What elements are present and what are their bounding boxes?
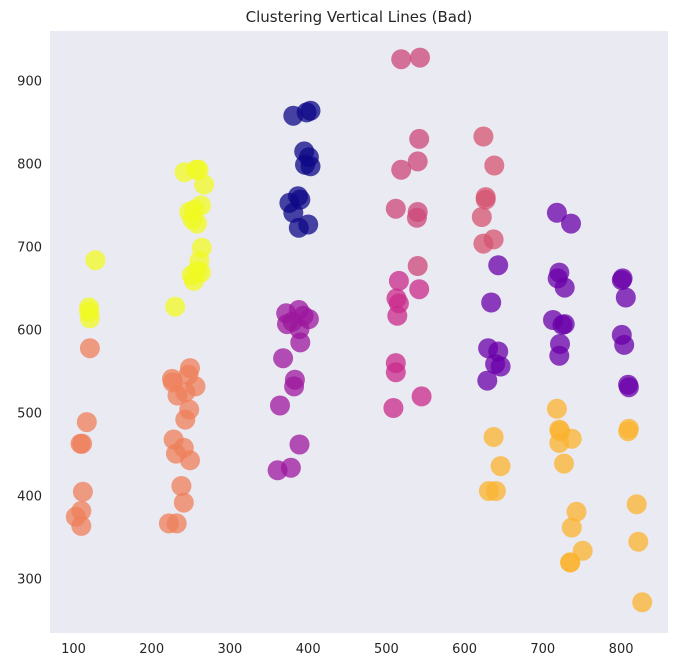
data-point (183, 270, 204, 291)
data-point (85, 250, 106, 271)
data-point (407, 256, 428, 276)
data-point (488, 341, 509, 362)
data-point (171, 476, 192, 496)
data-point (283, 202, 304, 223)
y-tick-label: 600 (17, 323, 42, 338)
data-point (490, 456, 511, 477)
data-point (298, 214, 319, 235)
data-point (618, 421, 639, 442)
data-point (618, 377, 639, 398)
data-point (182, 209, 203, 230)
data-point (484, 155, 505, 176)
data-point (289, 434, 310, 455)
y-tick-label: 500 (17, 407, 42, 422)
data-point (391, 49, 412, 70)
data-point (561, 213, 581, 234)
plot-area (50, 31, 668, 633)
data-point (406, 207, 427, 228)
data-point (296, 102, 317, 123)
data-point (410, 47, 430, 68)
x-tick-label: 600 (452, 642, 477, 657)
data-point (388, 270, 409, 291)
data-point (554, 453, 574, 474)
data-point (270, 395, 290, 416)
data-point (72, 433, 93, 454)
data-point (632, 592, 653, 613)
data-point (473, 126, 494, 147)
data-point (79, 308, 100, 329)
data-point (385, 198, 406, 219)
data-point (475, 189, 496, 210)
x-tick-label: 500 (374, 642, 399, 657)
data-point (165, 443, 186, 464)
data-point (407, 151, 428, 172)
y-tick-label: 700 (17, 240, 42, 255)
data-point (561, 428, 582, 449)
data-point (483, 427, 504, 447)
x-tick-label: 700 (530, 642, 555, 657)
data-point (72, 481, 93, 502)
data-point (165, 296, 186, 317)
data-point (175, 409, 196, 430)
data-point (387, 305, 408, 326)
x-tick-label: 100 (61, 642, 86, 657)
x-tick-label: 200 (139, 642, 164, 657)
data-point (546, 202, 567, 223)
data-point (628, 531, 649, 552)
data-point (614, 334, 635, 355)
data-point (71, 515, 92, 536)
data-point (626, 494, 647, 515)
data-point (560, 552, 581, 573)
data-point (383, 398, 404, 418)
x-axis-ticks: 100 200 300 400 500 600 700 800 (61, 642, 633, 657)
data-points (65, 47, 653, 613)
data-point (173, 492, 194, 513)
data-point (290, 332, 311, 353)
data-point (194, 174, 215, 195)
data-point (385, 362, 406, 383)
chart-title: Clustering Vertical Lines (Bad) (246, 8, 473, 26)
y-tick-label: 300 (17, 573, 42, 588)
data-point (79, 338, 100, 359)
data-point (267, 460, 288, 481)
data-point (162, 368, 182, 389)
data-point (473, 233, 494, 254)
data-point (409, 279, 430, 300)
data-point (300, 156, 321, 177)
data-point (549, 345, 570, 366)
data-point (554, 314, 575, 335)
data-point (409, 128, 430, 149)
data-point (411, 386, 432, 407)
data-point (391, 159, 412, 180)
data-point (611, 270, 632, 291)
data-point (546, 398, 567, 419)
y-tick-label: 900 (17, 74, 42, 89)
data-point (191, 237, 212, 258)
data-point (481, 292, 502, 313)
data-point (488, 255, 509, 276)
y-tick-label: 800 (17, 157, 42, 172)
data-point (284, 376, 305, 397)
data-point (158, 513, 179, 534)
data-point (485, 481, 506, 501)
data-point (477, 370, 498, 391)
data-point (615, 287, 636, 308)
data-point (490, 356, 511, 377)
y-axis-ticks: 300 400 500 600 700 800 900 (17, 74, 42, 587)
data-point (471, 207, 492, 227)
data-point (561, 517, 582, 538)
data-point (554, 277, 575, 298)
x-tick-label: 800 (609, 642, 634, 657)
data-point (273, 348, 294, 369)
data-point (167, 385, 188, 406)
data-point (566, 501, 587, 522)
y-tick-label: 400 (17, 490, 42, 505)
data-point (76, 412, 97, 433)
x-tick-label: 300 (217, 642, 242, 657)
x-tick-label: 400 (296, 642, 321, 657)
